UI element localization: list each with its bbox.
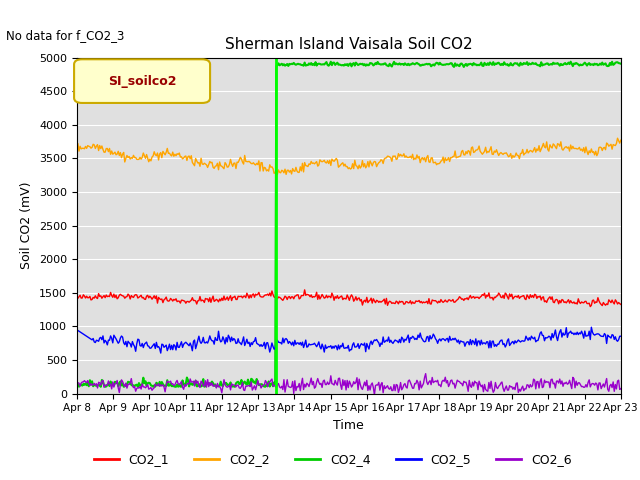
Title: Sherman Island Vaisala Soil CO2: Sherman Island Vaisala Soil CO2 [225,37,472,52]
Legend: CO2_1, CO2_2, CO2_4, CO2_5, CO2_6: CO2_1, CO2_2, CO2_4, CO2_5, CO2_6 [89,448,577,471]
Y-axis label: Soil CO2 (mV): Soil CO2 (mV) [20,182,33,269]
Text: No data for f_CO2_3: No data for f_CO2_3 [6,29,125,42]
Text: SI_soilco2: SI_soilco2 [108,74,177,88]
X-axis label: Time: Time [333,419,364,432]
FancyBboxPatch shape [74,60,210,103]
